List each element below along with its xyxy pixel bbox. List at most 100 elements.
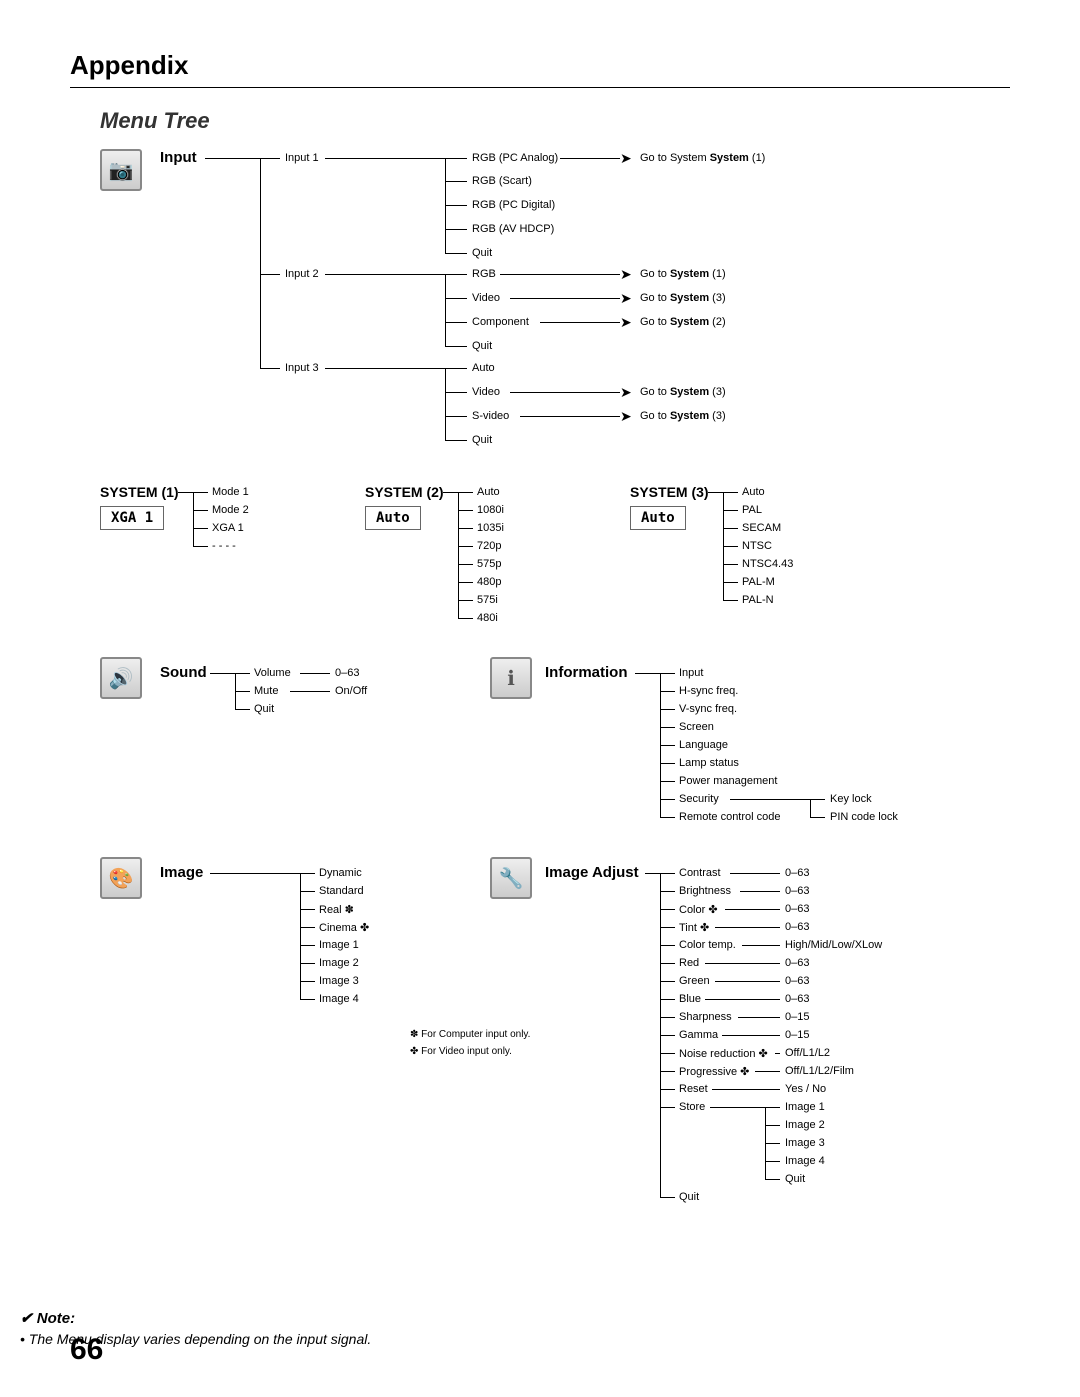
sys2-f: 480p <box>477 576 501 588</box>
snd-c: Quit <box>254 703 274 715</box>
sys3-e: NTSC4.43 <box>742 558 793 570</box>
ia-n: Store <box>679 1101 705 1113</box>
ia-k: Noise reduction ✤ <box>679 1047 768 1060</box>
info-d: Screen <box>679 721 714 733</box>
i2-d: Quit <box>472 340 492 352</box>
sys2-c: 1035i <box>477 522 504 534</box>
img-g: Image 3 <box>319 975 359 987</box>
sys2-h: 480i <box>477 612 498 624</box>
i3-d: Quit <box>472 434 492 446</box>
img-b: Standard <box>319 885 364 897</box>
info-h2: PIN code lock <box>830 811 898 823</box>
arrow-icon: ➤ <box>620 315 632 329</box>
page-number: 66 <box>70 1333 103 1367</box>
img-a: Dynamic <box>319 867 362 879</box>
input2-label: Input 2 <box>285 268 319 280</box>
input3-label: Input 3 <box>285 362 319 374</box>
i1-e: Quit <box>472 247 492 259</box>
ia-c: Color ✤ <box>679 903 718 916</box>
info-i: Remote control code <box>679 811 781 823</box>
snd-b: Mute <box>254 685 278 697</box>
sys1-d: - - - - <box>212 540 236 552</box>
snd-b-v: On/Off <box>335 685 367 697</box>
i3-a: Auto <box>472 362 495 374</box>
i2-a: RGB <box>472 268 496 280</box>
appendix-heading: Appendix <box>70 50 1010 81</box>
sys2-a: Auto <box>477 486 500 498</box>
input1-label: Input 1 <box>285 152 319 164</box>
image-adjust-icon: 🔧 <box>490 857 532 899</box>
i2-a-goto: Go to System (1) <box>640 268 726 280</box>
ia-n5: Quit <box>785 1173 805 1185</box>
arrow-icon: ➤ <box>620 409 632 423</box>
ia-n4: Image 4 <box>785 1155 825 1167</box>
snd-a: Volume <box>254 667 291 679</box>
i1-a: RGB (PC Analog) <box>472 152 558 164</box>
ia-i-v: 0–15 <box>785 1011 809 1023</box>
note-heading: ✔ Note: <box>20 1309 520 1327</box>
info-e: Language <box>679 739 728 751</box>
sys2-g: 575i <box>477 594 498 606</box>
ia-i: Sharpness <box>679 1011 732 1023</box>
footnote-a: ✽ For Computer input only. <box>410 1029 530 1040</box>
ia-j: Gamma <box>679 1029 718 1041</box>
info-a: Input <box>679 667 703 679</box>
sys2-e: 575p <box>477 558 501 570</box>
arrow-icon: ➤ <box>620 291 632 305</box>
ia-b-v: 0–63 <box>785 885 809 897</box>
ia-n3: Image 3 <box>785 1137 825 1149</box>
i2-c: Component <box>472 316 529 328</box>
sys3-g: PAL-N <box>742 594 774 606</box>
ia-d-v: 0–63 <box>785 921 809 933</box>
system3-title: SYSTEM (3) <box>630 484 709 500</box>
sound-icon: 🔊 <box>100 657 142 699</box>
sys2-b: 1080i <box>477 504 504 516</box>
i1-c: RGB (PC Digital) <box>472 199 555 211</box>
img-f: Image 2 <box>319 957 359 969</box>
i1-a-goto: Go to System System (1) <box>640 152 765 164</box>
sys3-b: PAL <box>742 504 762 516</box>
system1-title: SYSTEM (1) <box>100 484 179 500</box>
sys3-d: NTSC <box>742 540 772 552</box>
ia-g-v: 0–63 <box>785 975 809 987</box>
ia-n1: Image 1 <box>785 1101 825 1113</box>
i3-b-goto: Go to System (3) <box>640 386 726 398</box>
ia-h-v: 0–63 <box>785 993 809 1005</box>
info-title: Information <box>545 664 628 681</box>
ia-l-v: Off/L1/L2/Film <box>785 1065 854 1077</box>
ia-f-v: 0–63 <box>785 957 809 969</box>
sound-title: Sound <box>160 664 207 681</box>
i2-c-goto: Go to System (2) <box>640 316 726 328</box>
sys1-b: Mode 2 <box>212 504 249 516</box>
ia-a: Contrast <box>679 867 721 879</box>
ia-k-v: Off/L1/L2 <box>785 1047 830 1059</box>
info-icon: ℹ <box>490 657 532 699</box>
input-title: Input <box>160 149 197 166</box>
image-title: Image <box>160 864 203 881</box>
ia-l: Progressive ✤ <box>679 1065 749 1078</box>
ia-m: Reset <box>679 1083 708 1095</box>
info-c: V-sync freq. <box>679 703 737 715</box>
menu-tree-heading: Menu Tree <box>100 108 1010 134</box>
system2-title: SYSTEM (2) <box>365 484 444 500</box>
diagram-canvas: 📷 Input Input 1 RGB (PC Analog) ➤ Go to … <box>90 144 1030 1294</box>
system3-badge: Auto <box>630 506 686 530</box>
img-e: Image 1 <box>319 939 359 951</box>
i3-b: Video <box>472 386 500 398</box>
system2-badge: Auto <box>365 506 421 530</box>
img-d: Cinema ✤ <box>319 921 369 934</box>
system1-badge: XGA 1 <box>100 506 164 530</box>
sys1-a: Mode 1 <box>212 486 249 498</box>
info-b: H-sync freq. <box>679 685 738 697</box>
ia-m-v: Yes / No <box>785 1083 826 1095</box>
i2-b: Video <box>472 292 500 304</box>
ia-j-v: 0–15 <box>785 1029 809 1041</box>
info-h1: Key lock <box>830 793 872 805</box>
img-h: Image 4 <box>319 993 359 1005</box>
sys3-f: PAL-M <box>742 576 775 588</box>
sys1-c: XGA 1 <box>212 522 244 534</box>
ia-b: Brightness <box>679 885 731 897</box>
arrow-icon: ➤ <box>620 151 632 165</box>
i2-b-goto: Go to System (3) <box>640 292 726 304</box>
i1-b: RGB (Scart) <box>472 175 532 187</box>
